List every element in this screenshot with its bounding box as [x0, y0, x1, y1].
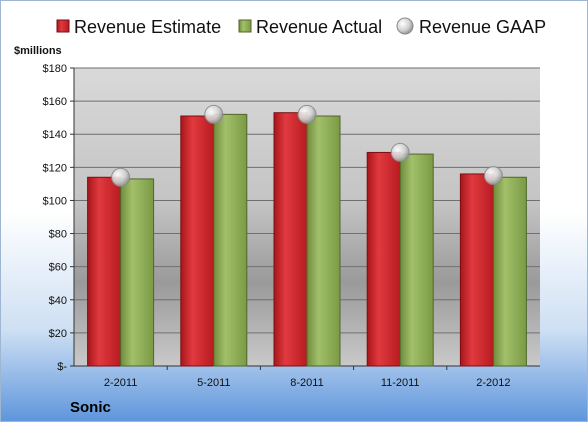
- legend-item-actual: Revenue Actual: [238, 17, 382, 37]
- x-tick-label: 2-2012: [476, 377, 510, 389]
- bar-revenue-estimate: [87, 176, 122, 367]
- bar-revenue-actual: [399, 153, 434, 367]
- legend-label-actual: Revenue Actual: [256, 17, 382, 37]
- marker-revenue-gaap: [111, 167, 131, 187]
- legend-label-gaap: Revenue GAAP: [419, 17, 546, 37]
- y-tick-label: $180: [43, 63, 67, 75]
- y-tick-label: $100: [43, 195, 67, 207]
- y-tick-label: $-: [57, 361, 67, 373]
- legend-item-estimate: Revenue Estimate: [56, 17, 221, 37]
- legend-swatch-estimate: [56, 19, 70, 33]
- x-tick-label: 5-2011: [197, 377, 230, 389]
- y-tick-label: $140: [43, 129, 67, 141]
- y-tick-label: $80: [49, 229, 67, 241]
- bar-revenue-estimate: [273, 112, 308, 367]
- legend-item-gaap: Revenue GAAP: [396, 17, 546, 37]
- y-tick-label: $20: [49, 328, 67, 340]
- legend: Revenue Estimate Revenue Actual Revenue …: [56, 17, 546, 37]
- y-tick-label: $40: [49, 295, 67, 307]
- legend-label-estimate: Revenue Estimate: [74, 17, 221, 37]
- bar-revenue-actual: [306, 115, 341, 367]
- company-name: Sonic: [70, 399, 111, 416]
- x-tick-label: 11-2011: [381, 377, 420, 389]
- legend-marker-gaap: [396, 17, 414, 35]
- bar-revenue-actual: [213, 113, 248, 367]
- y-tick-label: $60: [49, 262, 67, 274]
- bar-revenue-actual: [492, 176, 527, 367]
- y-axis-unit-label: $millions: [14, 45, 62, 57]
- y-tick-label: $160: [43, 96, 67, 108]
- marker-revenue-gaap: [390, 142, 410, 162]
- x-tick-label: 8-2011: [290, 377, 323, 389]
- plot-area: $- $20 $40 $60 $80 $100 $120 $140 $160 $180 2-2011…: [43, 63, 540, 389]
- legend-swatch-actual: [238, 19, 252, 33]
- bar-revenue-estimate: [180, 115, 215, 367]
- bar-revenue-estimate: [459, 173, 494, 367]
- marker-revenue-gaap: [204, 104, 224, 124]
- x-tick-label: 2-2011: [104, 377, 137, 389]
- bar-revenue-actual: [120, 178, 155, 367]
- bar-revenue-estimate: [366, 151, 401, 367]
- y-tick-label: $120: [43, 162, 67, 174]
- marker-revenue-gaap: [297, 104, 317, 124]
- marker-revenue-gaap: [483, 166, 503, 186]
